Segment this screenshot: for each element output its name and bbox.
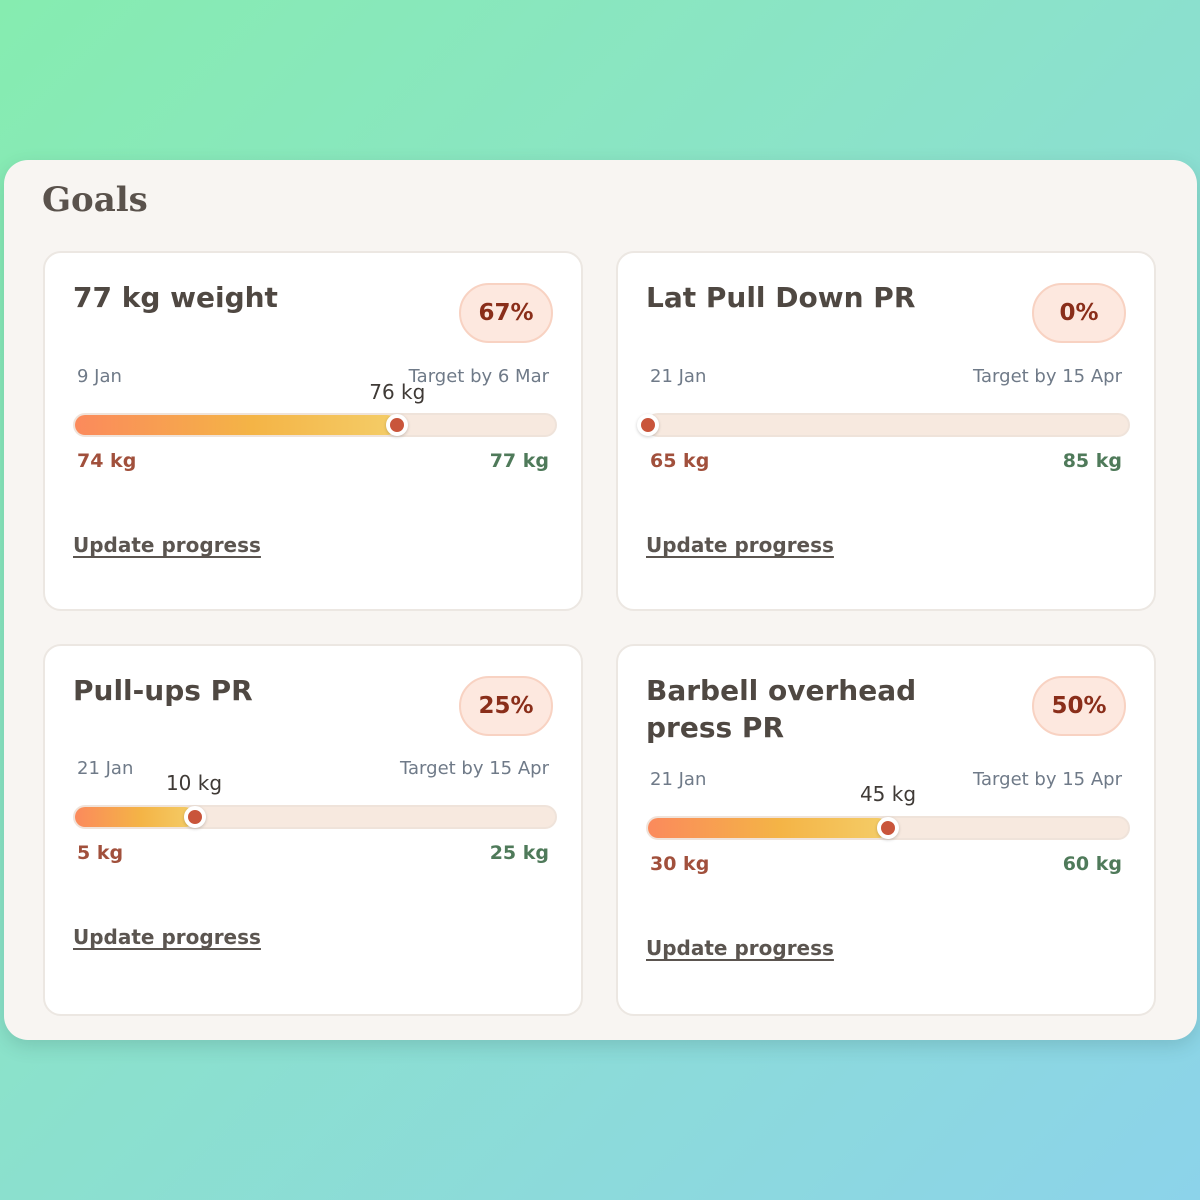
progress-handle[interactable] — [877, 817, 899, 839]
target-date: Target by 15 Apr — [973, 366, 1122, 387]
progress-track — [637, 413, 1130, 437]
target-date: Target by 15 Apr — [400, 758, 549, 779]
update-progress-link[interactable]: Update progress — [646, 936, 834, 960]
min-value: 30 kg — [650, 853, 710, 875]
start-date: 9 Jan — [77, 366, 122, 387]
max-value: 60 kg — [1062, 853, 1122, 875]
current-value: 10 kg — [165, 771, 223, 795]
update-progress-link[interactable]: Update progress — [646, 533, 834, 557]
target-date: Target by 6 Mar — [408, 366, 549, 387]
goal-title: Lat Pull Down PR — [646, 281, 916, 314]
current-value: 76 kg — [369, 380, 426, 404]
progress-handle[interactable] — [184, 806, 206, 828]
goal-title: 77 kg weight — [73, 281, 278, 314]
goal-card: 77 kg weight 67% 9 Jan Target by 6 Mar 7… — [43, 251, 583, 611]
goal-title: Barbell overhead press PR — [646, 674, 917, 744]
current-value: 45 kg — [859, 782, 917, 806]
min-value: 74 kg — [77, 450, 137, 472]
percent-badge: 50% — [1032, 676, 1126, 736]
start-date: 21 Jan — [650, 366, 707, 387]
goal-card: Barbell overhead press PR 50% 21 Jan Tar… — [616, 644, 1156, 1016]
max-value: 85 kg — [1062, 450, 1122, 472]
percent-badge: 67% — [459, 283, 553, 343]
percent-badge: 25% — [459, 676, 553, 736]
start-date: 21 Jan — [650, 769, 707, 790]
percent-badge: 0% — [1032, 283, 1126, 343]
panel-title: Goals — [42, 180, 148, 220]
progress-track — [646, 816, 1130, 840]
progress-fill — [75, 807, 195, 827]
update-progress-link[interactable]: Update progress — [73, 533, 261, 557]
update-progress-link[interactable]: Update progress — [73, 925, 261, 949]
goals-panel: Goals 77 kg weight 67% 9 Jan Target by 6… — [4, 160, 1197, 1040]
progress-fill — [75, 415, 397, 435]
progress-handle[interactable] — [385, 414, 408, 436]
progress-handle[interactable] — [637, 414, 659, 436]
goal-card: Pull-ups PR 25% 21 Jan Target by 15 Apr … — [43, 644, 583, 1016]
max-value: 77 kg — [489, 450, 549, 472]
goal-card: Lat Pull Down PR 0% 21 Jan Target by 15 … — [616, 251, 1156, 611]
max-value: 25 kg — [489, 842, 549, 864]
goal-title: Pull-ups PR — [73, 674, 253, 707]
progress-track — [73, 805, 557, 829]
min-value: 65 kg — [650, 450, 710, 472]
target-date: Target by 15 Apr — [973, 769, 1122, 790]
progress-track — [73, 413, 557, 437]
progress-fill — [648, 818, 888, 838]
start-date: 21 Jan — [77, 758, 134, 779]
min-value: 5 kg — [77, 842, 124, 864]
